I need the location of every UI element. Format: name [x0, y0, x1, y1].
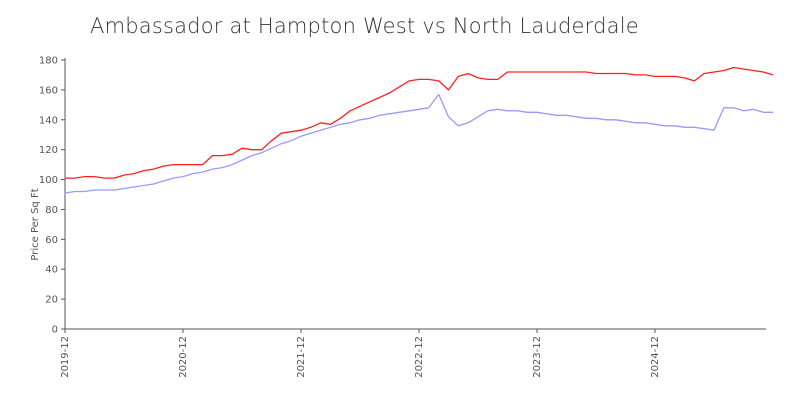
series-line-0: [65, 66, 774, 179]
y-tick-label: 120: [39, 145, 58, 156]
chart-title: Ambassador at Hampton West vs North Laud…: [90, 14, 639, 38]
y-tick-label: 100: [39, 175, 58, 186]
y-tick-label: 0: [52, 325, 58, 336]
y-tick-label: 180: [39, 56, 58, 67]
y-tick-label: 20: [45, 295, 58, 306]
x-tick-label: 2021-12: [296, 336, 307, 378]
series-line-1: [64, 93, 773, 194]
y-tick-label: 60: [45, 235, 58, 246]
y-tick-label: 80: [45, 205, 58, 216]
y-axis-title: Price Per Sq Ft: [30, 188, 41, 260]
x-tick-label: 2019-12: [60, 336, 71, 378]
x-tick-label: 2020-12: [178, 336, 189, 378]
y-tick-label: 40: [45, 265, 58, 276]
x-tick-label: 2024-12: [650, 336, 661, 378]
y-tick-label: 140: [39, 115, 58, 126]
x-tick-label: 2023-12: [532, 336, 543, 378]
x-tick-label: 2022-12: [414, 336, 425, 378]
y-tick-label: 160: [39, 85, 58, 96]
